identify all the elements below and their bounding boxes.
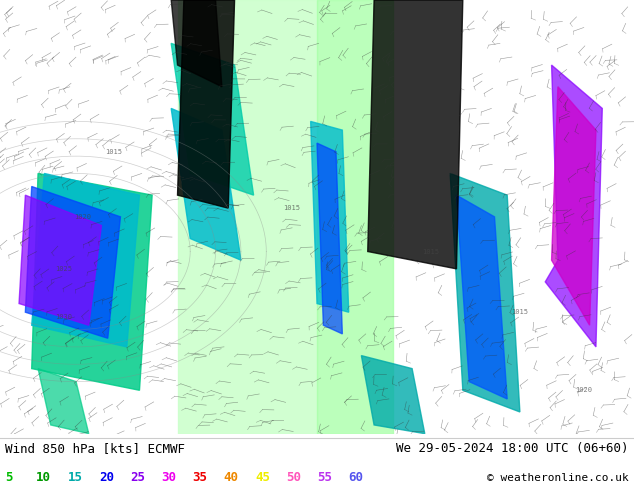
Text: 50: 50 [286,471,301,484]
Text: 1020: 1020 [575,387,592,393]
Polygon shape [171,108,241,260]
Text: 1015: 1015 [106,149,122,155]
Text: 45: 45 [255,471,270,484]
Text: 40: 40 [224,471,239,484]
Text: 1020: 1020 [74,214,91,220]
Polygon shape [311,122,349,312]
Text: 55: 55 [318,471,332,484]
Text: 30: 30 [161,471,176,484]
Text: 5: 5 [5,471,13,484]
Polygon shape [361,356,425,434]
Polygon shape [19,195,101,325]
Polygon shape [25,187,120,338]
Polygon shape [32,173,139,347]
Polygon shape [450,173,520,412]
Text: 1015: 1015 [512,309,528,315]
Text: 25: 25 [130,471,145,484]
Text: 20: 20 [99,471,113,484]
Text: © weatheronline.co.uk: © weatheronline.co.uk [487,472,629,483]
Text: We 29-05-2024 18:00 UTC (06+60): We 29-05-2024 18:00 UTC (06+60) [396,442,629,455]
Polygon shape [32,173,152,390]
Polygon shape [178,0,317,434]
Polygon shape [178,0,235,208]
Text: 1015: 1015 [423,248,439,254]
Text: 15: 15 [68,471,82,484]
Polygon shape [171,44,254,195]
Text: 35: 35 [193,471,207,484]
Polygon shape [317,143,342,334]
Text: 1030: 1030 [55,314,72,319]
Text: 1015: 1015 [283,205,300,211]
Text: 60: 60 [349,471,364,484]
Polygon shape [552,87,596,325]
Polygon shape [38,368,89,434]
Polygon shape [317,0,393,434]
Polygon shape [545,65,602,347]
Text: 10: 10 [36,471,51,484]
Polygon shape [456,195,507,399]
Text: 1025: 1025 [55,266,72,272]
Text: Wind 850 hPa [kts] ECMWF: Wind 850 hPa [kts] ECMWF [5,442,185,455]
Polygon shape [368,0,463,269]
Polygon shape [171,0,222,87]
